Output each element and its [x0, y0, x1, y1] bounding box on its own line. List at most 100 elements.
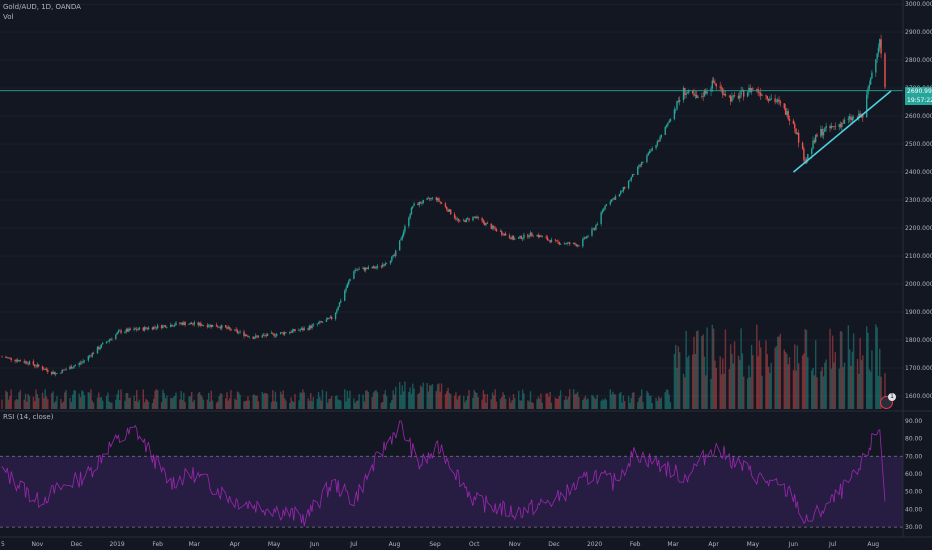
symbol-title[interactable]: Gold/AUD, 1D, OANDA — [3, 3, 81, 11]
candle-body — [291, 330, 294, 333]
candle-body — [380, 266, 383, 267]
volume-bar — [410, 393, 413, 409]
volume-bar — [138, 399, 141, 409]
candle-body — [155, 327, 158, 329]
volume-bar — [364, 390, 367, 409]
volume-bar — [137, 401, 139, 409]
volume-bar — [455, 392, 457, 409]
volume-bar — [173, 395, 176, 409]
candle-body — [767, 98, 770, 101]
volume-bar — [166, 395, 168, 409]
candle-body — [729, 95, 732, 102]
volume-bars — [1, 324, 886, 409]
volume-indicator-label[interactable]: Vol — [3, 13, 14, 21]
candle-body — [96, 347, 99, 354]
candle-body — [637, 166, 639, 175]
candle-body — [569, 242, 571, 245]
candle-body — [37, 364, 40, 367]
price-candles[interactable] — [1, 34, 886, 377]
volume-bar — [741, 353, 744, 409]
volume-bar — [820, 371, 822, 409]
volume-bar — [572, 389, 575, 409]
volume-bar — [550, 402, 553, 409]
candle-body — [576, 245, 579, 247]
volume-bar — [495, 401, 498, 409]
volume-bar — [446, 391, 448, 409]
candle-body — [574, 243, 576, 245]
candle-body — [640, 161, 643, 166]
volume-bar — [164, 398, 167, 409]
volume-bar — [884, 372, 886, 409]
candle-body — [603, 208, 605, 211]
volume-bar — [862, 355, 864, 409]
volume-bar — [227, 400, 230, 409]
candle-body — [848, 116, 851, 119]
candle-body — [627, 180, 630, 189]
candle-body — [545, 236, 547, 238]
candle-body — [128, 328, 130, 332]
candle-body — [62, 369, 65, 371]
candle-body — [357, 269, 359, 271]
time-tick-label: Jun — [788, 541, 799, 548]
candle-body — [843, 119, 846, 124]
volume-bar — [398, 381, 401, 409]
price-tick-label: 1700.000 — [905, 365, 932, 372]
volume-bar — [37, 397, 40, 409]
candle-body — [613, 198, 615, 200]
candle-body — [557, 240, 559, 242]
candle-body — [495, 229, 498, 232]
candle-body — [558, 241, 560, 245]
candle-body — [35, 366, 37, 367]
candle-body — [371, 266, 373, 269]
volume-bar — [228, 398, 231, 409]
volume-bar — [320, 400, 322, 409]
candle-body — [146, 328, 148, 330]
price-tick-label: 2800.000 — [905, 57, 932, 64]
volume-bar — [51, 393, 53, 409]
candle-body — [657, 141, 660, 143]
candle-body — [436, 198, 439, 200]
volume-bar — [70, 402, 73, 409]
candle-body — [206, 325, 209, 328]
volume-bar — [45, 396, 48, 409]
candle-body — [650, 150, 652, 152]
volume-bar — [669, 402, 672, 409]
candle-body — [400, 239, 402, 241]
volume-bar — [457, 396, 460, 409]
volume-bar — [215, 402, 218, 409]
volume-bar — [629, 402, 631, 409]
candle-body — [210, 324, 213, 327]
candle-body — [786, 111, 788, 115]
volume-bar — [511, 400, 513, 409]
volume-bar — [586, 399, 588, 409]
candle-body — [175, 322, 177, 326]
candle-body — [289, 332, 291, 334]
candle-body — [788, 119, 791, 121]
candle-body — [198, 323, 201, 326]
volume-bar — [852, 333, 855, 409]
volume-bar — [591, 394, 593, 409]
volume-bar — [868, 369, 871, 409]
volume-bar — [512, 394, 515, 409]
chart-overlays[interactable] — [0, 90, 903, 173]
volume-bar — [719, 356, 721, 409]
candle-body — [833, 126, 835, 128]
volume-bar — [238, 392, 240, 409]
volume-bar — [409, 387, 411, 409]
rsi-indicator-label[interactable]: RSI (14, close) — [3, 413, 54, 421]
candle-body — [317, 322, 320, 324]
volume-bar — [812, 367, 814, 409]
volume-bar — [807, 357, 809, 409]
volume-bar — [711, 324, 714, 409]
volume-bar — [756, 324, 758, 409]
candle-body — [821, 128, 823, 136]
volume-bar — [877, 375, 880, 409]
candle-body — [549, 240, 551, 243]
candle-body — [354, 269, 356, 272]
candle-body — [293, 329, 295, 331]
volume-bar — [583, 397, 585, 409]
volume-bar — [860, 360, 863, 409]
volume-bar — [521, 389, 524, 409]
candle-body — [676, 100, 678, 110]
volume-bar — [321, 389, 324, 409]
